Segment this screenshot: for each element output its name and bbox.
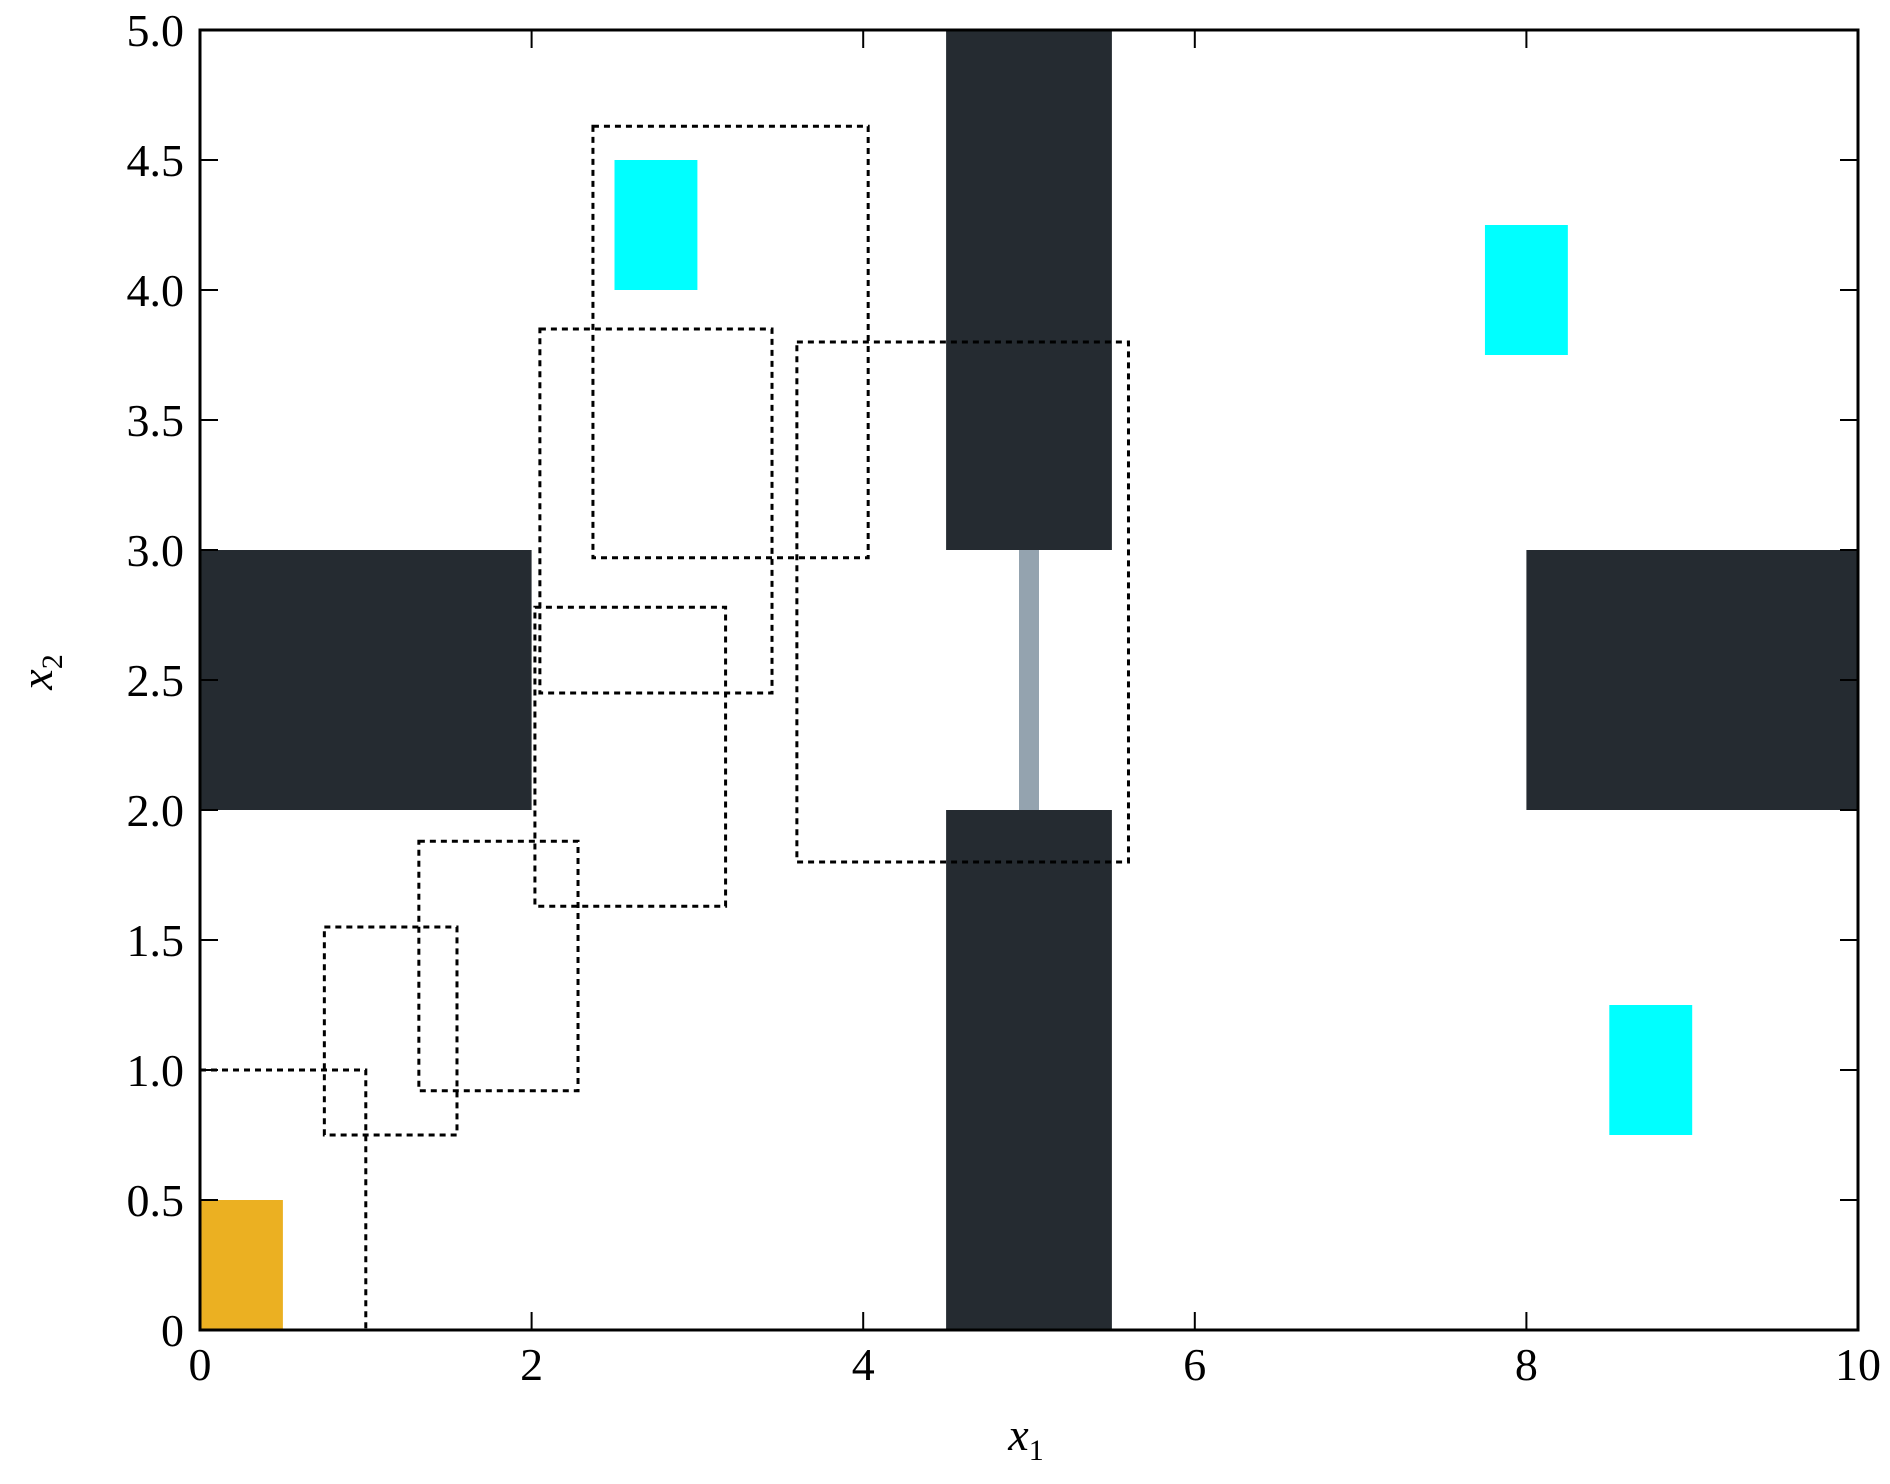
door	[1019, 550, 1039, 810]
obstacle-4	[1526, 550, 1858, 810]
goal-region-3	[1609, 1005, 1693, 1135]
y-tick-label-3: 1.5	[127, 915, 185, 966]
y-tick-label-5: 2.5	[127, 655, 185, 706]
y-tick-label-9: 4.5	[127, 135, 185, 186]
reach-box-3	[417, 839, 580, 1093]
reach-box-2	[322, 925, 459, 1137]
y-tick-label-7: 3.5	[127, 395, 185, 446]
reach-box-6	[591, 124, 870, 560]
y-tick-label-10: 5.0	[127, 5, 185, 56]
x-tick-label-4: 8	[1515, 1339, 1538, 1390]
reach-box-5	[538, 327, 774, 695]
reach-box-7	[795, 340, 1130, 864]
obstacle-3	[946, 810, 1112, 1330]
y-tick-label-2: 1.0	[127, 1045, 185, 1096]
x-tick-label-1: 2	[520, 1339, 543, 1390]
y-tick-label-0: 0	[161, 1305, 184, 1356]
obstacle-1	[200, 550, 532, 810]
x-tick-label-2: 4	[852, 1339, 875, 1390]
x-axis-label: x1	[1007, 1409, 1043, 1467]
start-region	[200, 1200, 283, 1330]
y-tick-label-6: 3.0	[127, 525, 185, 576]
y-tick-label-8: 4.0	[127, 265, 185, 316]
obstacle-2	[946, 30, 1112, 550]
y-tick-label-4: 2.0	[127, 785, 185, 836]
x-tick-label-5: 10	[1835, 1339, 1881, 1390]
x-tick-label-3: 6	[1183, 1339, 1206, 1390]
y-axis-label: x2	[11, 654, 69, 690]
goal-region-2	[1484, 225, 1568, 355]
goal-region-1	[614, 160, 698, 290]
y-tick-label-1: 0.5	[127, 1175, 185, 1226]
reach-box-4	[533, 605, 728, 908]
x-tick-label-0: 0	[189, 1339, 212, 1390]
